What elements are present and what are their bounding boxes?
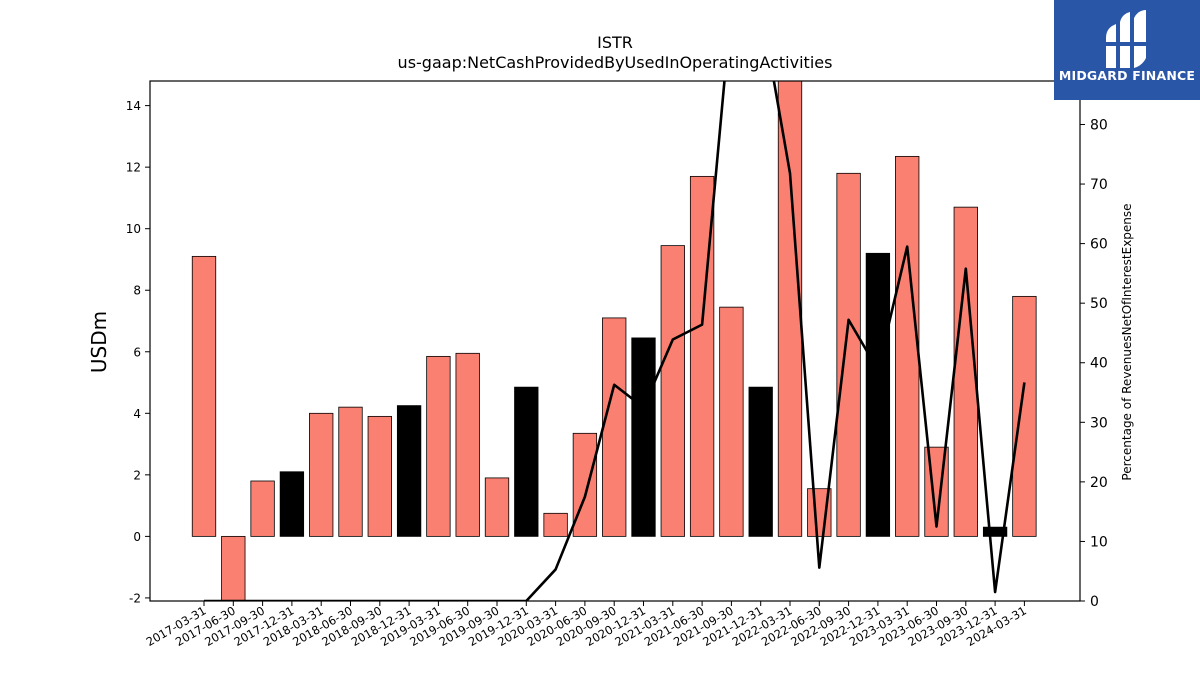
y2-tick-label: 80 [1090,117,1108,133]
bar-2019-09-30 [484,477,510,537]
chart-subtitle: us-gaap:NetCashProvidedByUsedInOperating… [398,53,833,72]
bar-2018-12-31 [396,405,422,537]
y2-tick-label: 10 [1090,534,1108,550]
ratio-line [204,81,1026,601]
y2-tick-label: 20 [1090,475,1108,491]
bar-2017-06-30 [221,535,246,601]
bar-2020-12-31 [631,337,656,537]
y2-tick-label: 0 [1090,594,1099,610]
logo-mark-icon [1104,10,1148,68]
bar-2017-09-30 [250,480,275,537]
y-tick-label: 8 [133,284,141,298]
y2-tick-label: 70 [1090,177,1108,193]
plot-frame [149,80,1081,602]
bar-2021-09-30 [719,306,744,537]
bar-2020-06-30 [572,432,598,537]
bar-2019-06-30 [455,352,480,537]
y-axis-label: USDm [87,311,111,373]
brand-logo: MIDGARD FINANCE [1054,0,1200,100]
bar-2023-12-31 [982,526,1008,537]
y2-tick-label: 30 [1090,415,1108,431]
y-tick-label: 12 [126,161,141,175]
line-series [204,81,1026,601]
y-tick-label: 2 [133,468,141,482]
bar-2021-12-31 [748,386,773,537]
y-tick-label: -2 [129,591,141,605]
y2-axis-label: Percentage of RevenuesNetOfInterestExpen… [1120,203,1134,480]
bar-2020-03-31 [543,512,568,537]
bar-2018-09-30 [367,415,392,537]
bar-2022-12-31 [865,252,891,537]
y-tick-label: 6 [133,345,141,359]
bar-series [191,81,1037,601]
bar-2021-03-31 [660,245,685,537]
logo-text: MIDGARD FINANCE [1058,68,1196,83]
y2-tick-label: 50 [1090,296,1108,312]
y-tick-label: 0 [133,530,141,544]
bar-2022-03-31 [777,81,803,537]
bar-2017-12-31 [279,471,305,537]
y-tick-label: 10 [126,222,141,236]
chart-title: ISTR [597,33,633,52]
bar-2017-03-31 [191,255,217,537]
bar-2018-03-31 [309,412,334,537]
bar-2018-06-30 [338,406,363,537]
y2-tick-label: 40 [1090,356,1108,372]
bar-2020-09-30 [602,317,627,537]
bar-2024-03-31 [1012,295,1037,537]
bar-2019-12-31 [514,386,539,537]
bar-2022-09-30 [836,172,861,537]
bar-2019-03-31 [426,355,451,537]
y-tick-label: 14 [126,99,141,113]
y2-tick-label: 60 [1090,237,1108,253]
y-tick-label: 4 [133,407,141,421]
bar-2023-03-31 [895,155,920,537]
